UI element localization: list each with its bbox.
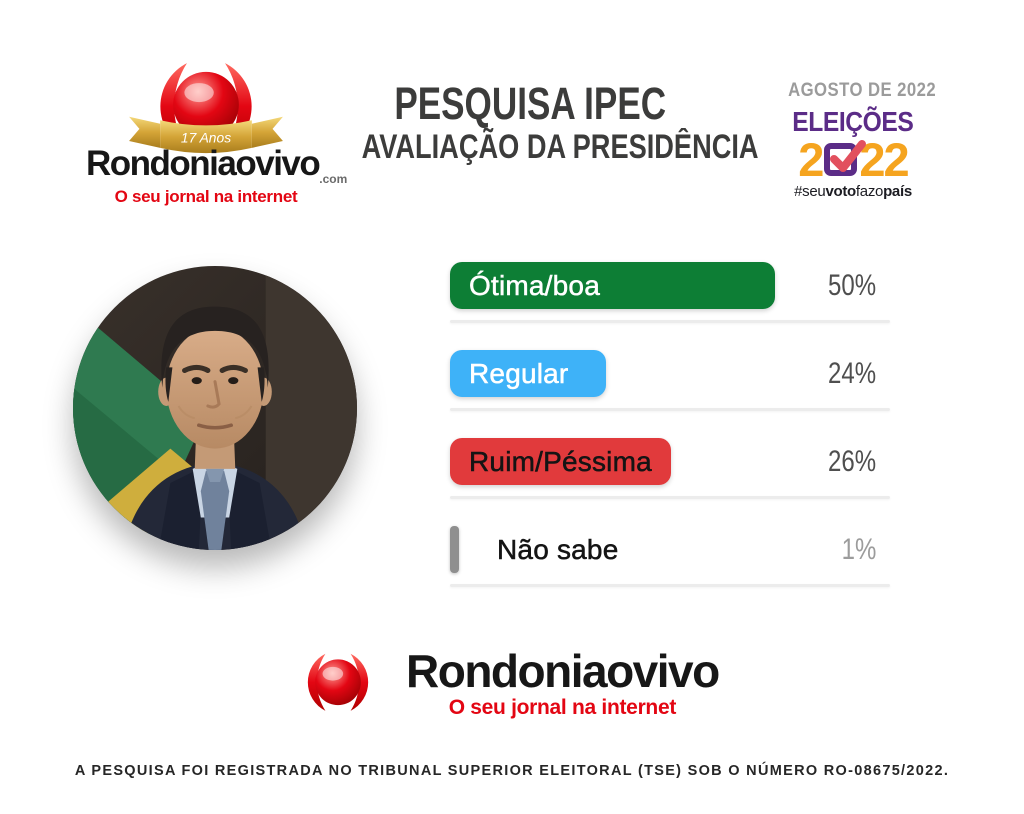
bar [450, 526, 459, 573]
value-label: 24% [827, 357, 876, 390]
bar-line: Não sabe [450, 526, 890, 573]
row-separator [450, 584, 890, 587]
title-line2: AVALIAÇÃO DA PRESIDÊNCIA [361, 128, 759, 166]
bar: Regular [450, 350, 606, 397]
row-separator [450, 320, 890, 323]
value-label: 50% [827, 269, 876, 302]
logo-ribbon-text: 17 Anos [181, 130, 231, 146]
value-label: 1% [841, 533, 876, 566]
row-separator [450, 496, 890, 499]
category-label-outside: Não sabe [497, 533, 619, 565]
chart-row: Regular 24% [450, 350, 890, 438]
bar-line: Regular [450, 350, 890, 397]
category-label: Ótima/boa [469, 269, 600, 301]
row-separator [450, 408, 890, 411]
rondoniaovivo-globe-icon-bottom [307, 653, 369, 711]
president-portrait-illustration [73, 266, 357, 550]
page-title: PESQUISA IPEC AVALIAÇÃO DA PRESIDÊNCIA [312, 78, 759, 167]
chart-row: Não sabe 1% [450, 526, 890, 614]
hashtag-seg4: país [883, 183, 912, 200]
category-label: Ruim/Péssima [469, 445, 652, 477]
logo-domain-suffix: .com [319, 172, 348, 186]
bar: Ruim/Péssima [450, 438, 671, 485]
rondoniaovivo-globe-icon: 17 Anos [129, 63, 283, 154]
logo-brand-text: Rondoniaovivo [86, 144, 321, 183]
bar-chart: Ótima/boa 50% Regular 24% Ruim/Péssima [450, 262, 890, 614]
bar-line: Ruim/Péssima [450, 438, 890, 485]
chart-row: Ruim/Péssima 26% [450, 438, 890, 526]
year-digits-last: 22 [859, 132, 909, 186]
value-label: 26% [827, 445, 876, 478]
date-label: AGOSTO DE 2022 [788, 80, 937, 101]
bar: Ótima/boa [450, 262, 775, 309]
bar-line: Ótima/boa [450, 262, 890, 309]
logo-tagline: O seu jornal na internet [114, 187, 298, 206]
year-digit-first: 2 [798, 132, 824, 186]
bottom-brand-text: Rondoniaovivo [406, 645, 720, 697]
hashtag-seg3: fazo [855, 183, 884, 200]
hashtag-seg2: voto [825, 183, 856, 200]
bottom-logo-text: Rondoniaovivo O seu jornal na internet [406, 645, 720, 720]
rondoniaovivo-logo-bottom: Rondoniaovivo O seu jornal na internet [278, 630, 720, 738]
eleicoes-2022-badge: AGOSTO DE 2022 ELEIÇÕES 2 22 #seuvotofaz… [778, 80, 936, 200]
eleicoes-hashtag: #seuvotofazopaís [778, 183, 928, 200]
eleicoes-word: ELEIÇÕES [792, 106, 914, 137]
hashtag-seg1: #seu [794, 183, 826, 200]
eleicoes-year: 2 22 [778, 132, 928, 186]
tse-registration-note: A PESQUISA FOI REGISTRADA NO TRIBUNAL SU… [74, 763, 950, 779]
chart-row: Ótima/boa 50% [450, 262, 890, 350]
title-line1: PESQUISA IPEC [394, 78, 666, 129]
president-photo [73, 266, 357, 550]
logo-brand-line: Rondoniaovivo.com [86, 144, 347, 185]
bottom-tagline: O seu jornal na internet [448, 696, 677, 719]
rondoniaovivo-logo-top: 17 Anos Rondoniaovivo.com O seu jornal n… [86, 58, 347, 207]
category-label: Regular [469, 357, 569, 389]
ballot-box-icon [824, 139, 867, 176]
